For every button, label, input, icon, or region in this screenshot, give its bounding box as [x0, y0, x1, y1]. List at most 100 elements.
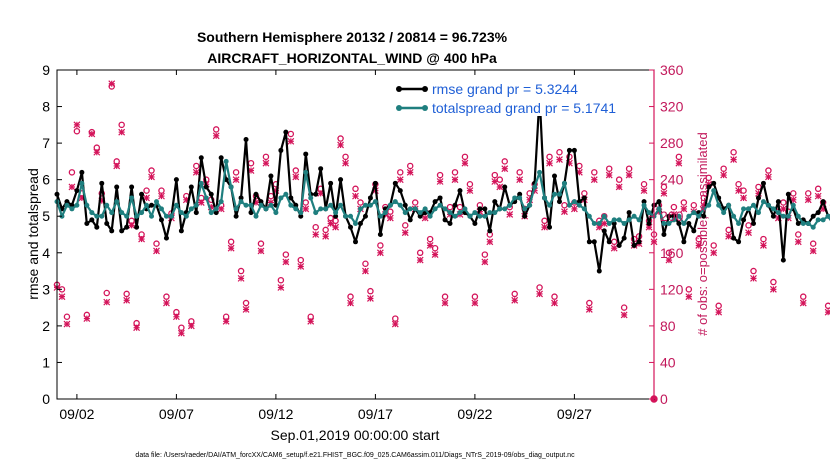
totalspread-point — [502, 206, 508, 212]
totalspread-point — [422, 206, 428, 212]
totalspread-point — [731, 213, 737, 219]
totalspread-point — [755, 210, 761, 216]
rmse-point — [248, 210, 254, 216]
obs-possible-point — [262, 153, 270, 161]
rmse-point — [64, 199, 70, 205]
totalspread-point — [711, 188, 717, 194]
totalspread-point — [178, 210, 184, 216]
rmse-point — [173, 177, 179, 183]
rmse-point — [298, 213, 304, 219]
rmse-point — [318, 166, 324, 172]
rmse-point — [795, 221, 801, 227]
obs-assimilated-point — [367, 295, 374, 302]
rmse-point — [198, 155, 204, 161]
obs-assimilated-point — [760, 242, 767, 249]
totalspread-point — [805, 221, 811, 227]
obs-possible-point — [277, 276, 285, 284]
totalspread-point — [825, 213, 830, 219]
obs-possible-point — [416, 249, 424, 257]
obs-assimilated-point — [406, 168, 414, 176]
obs-assimilated-point — [745, 229, 752, 237]
y-tick-label: 7 — [42, 135, 50, 151]
obs-possible-point — [377, 242, 384, 249]
rmse-point — [303, 151, 309, 157]
data-file-footer: data file: /Users/raeder/DAI/ATM_forcXX/… — [135, 452, 575, 459]
obs-possible-point — [193, 162, 200, 170]
obs-assimilated-point — [620, 311, 628, 319]
rmse-point — [268, 173, 274, 179]
totalspread-point — [815, 217, 821, 223]
rmse-point — [601, 228, 607, 234]
y2-tick-label: 200 — [660, 208, 684, 224]
obs-assimilated-point — [675, 159, 683, 167]
totalspread-point — [402, 210, 408, 216]
obs-assimilated-point — [556, 156, 563, 163]
obs-assimilated-point — [297, 263, 305, 270]
y2-tick-label: 40 — [660, 354, 676, 370]
obs-possible-point — [725, 226, 732, 234]
totalspread-point — [208, 210, 214, 216]
totalspread-point — [233, 206, 239, 212]
y-tick-label: 3 — [42, 281, 50, 297]
obs-assimilated-point — [177, 329, 185, 337]
obs-possible-point — [675, 153, 683, 161]
totalspread-point — [611, 217, 617, 223]
obs-assimilated-point — [750, 274, 757, 282]
obs-assimilated-point — [312, 231, 320, 238]
totalspread-point — [820, 217, 826, 223]
obs-assimilated-point — [187, 322, 195, 330]
totalspread-point — [596, 221, 602, 227]
rmse-point — [701, 213, 707, 219]
totalspread-point — [313, 210, 319, 216]
obs-assimilated-point — [685, 293, 693, 301]
obs-assimilated-point — [735, 187, 742, 195]
rmse-point — [283, 129, 289, 135]
rmse-point — [114, 184, 120, 190]
x-axis-label: Sep.01,2019 00:00:00 start — [271, 427, 440, 443]
totalspread-point — [586, 213, 592, 219]
obs-assimilated-point — [108, 80, 116, 88]
totalspread-point — [706, 202, 712, 208]
totalspread-point — [616, 217, 622, 223]
obs-assimilated-point — [511, 296, 519, 304]
rmse-point — [676, 221, 682, 227]
rmse-point — [243, 136, 249, 142]
obs-possible-point — [760, 235, 767, 243]
obs-assimilated-point — [421, 214, 429, 222]
rmse-point — [760, 180, 766, 186]
rmse-point — [129, 184, 135, 190]
rmse-point — [492, 199, 498, 205]
obs-possible-point — [352, 185, 359, 193]
totalspread-point — [79, 180, 85, 186]
totalspread-point — [751, 202, 756, 208]
totalspread-point — [144, 202, 150, 208]
obs-assimilated-point — [158, 192, 165, 200]
rmse-point — [611, 221, 617, 227]
totalspread-point — [218, 199, 224, 205]
totalspread-point — [243, 202, 249, 208]
obs-assimilated-point — [610, 244, 618, 252]
totalspread-point — [472, 210, 478, 216]
totalspread-point — [417, 210, 423, 216]
obs-assimilated-point — [471, 299, 479, 307]
rmse-point — [417, 213, 423, 219]
totalspread-point — [696, 213, 702, 219]
obs-possible-point — [551, 293, 558, 300]
rmse-point — [362, 213, 368, 219]
plot-area — [57, 70, 654, 399]
obs-assimilated-point — [347, 299, 354, 307]
legend: rmse grand pr = 5.3244 totalspread grand… — [396, 76, 646, 116]
totalspread-point — [522, 206, 528, 212]
totalspread-point — [566, 202, 572, 208]
totalspread-point — [139, 210, 145, 216]
obs-assimilated-point — [386, 214, 394, 222]
obs-possible-point — [411, 199, 419, 206]
obs-possible-point — [824, 302, 830, 310]
obs-possible-point — [163, 293, 170, 300]
rmse-point — [482, 206, 488, 212]
obs-assimilated-point — [153, 247, 160, 255]
totalspread-point — [333, 210, 339, 216]
rmse-point — [233, 213, 239, 219]
rmse-point — [124, 224, 130, 230]
rmse-point — [293, 202, 299, 208]
